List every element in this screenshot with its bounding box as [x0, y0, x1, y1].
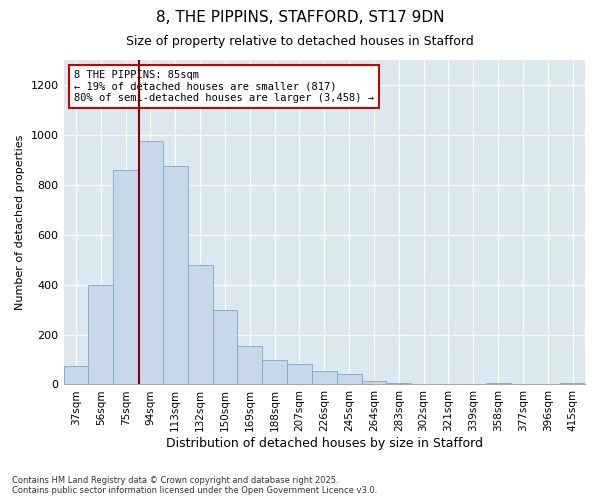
Bar [238, 346, 262, 385]
Bar [362, 380, 386, 384]
Bar [212, 310, 238, 384]
Text: Contains HM Land Registry data © Crown copyright and database right 2025.
Contai: Contains HM Land Registry data © Crown c… [12, 476, 377, 495]
Bar [138, 141, 163, 384]
Bar [113, 170, 138, 384]
Text: Size of property relative to detached houses in Stafford: Size of property relative to detached ho… [126, 35, 474, 48]
X-axis label: Distribution of detached houses by size in Stafford: Distribution of detached houses by size … [166, 437, 483, 450]
Bar [262, 360, 287, 384]
Text: 8 THE PIPPINS: 85sqm
← 19% of detached houses are smaller (817)
80% of semi-deta: 8 THE PIPPINS: 85sqm ← 19% of detached h… [74, 70, 374, 103]
Y-axis label: Number of detached properties: Number of detached properties [15, 134, 25, 310]
Bar [88, 284, 113, 384]
Bar [163, 166, 188, 384]
Bar [312, 370, 337, 384]
Text: 8, THE PIPPINS, STAFFORD, ST17 9DN: 8, THE PIPPINS, STAFFORD, ST17 9DN [156, 10, 444, 25]
Bar [64, 366, 88, 384]
Bar [485, 383, 511, 384]
Bar [337, 374, 362, 384]
Bar [560, 383, 585, 384]
Bar [287, 364, 312, 384]
Bar [386, 383, 411, 384]
Bar [188, 264, 212, 384]
